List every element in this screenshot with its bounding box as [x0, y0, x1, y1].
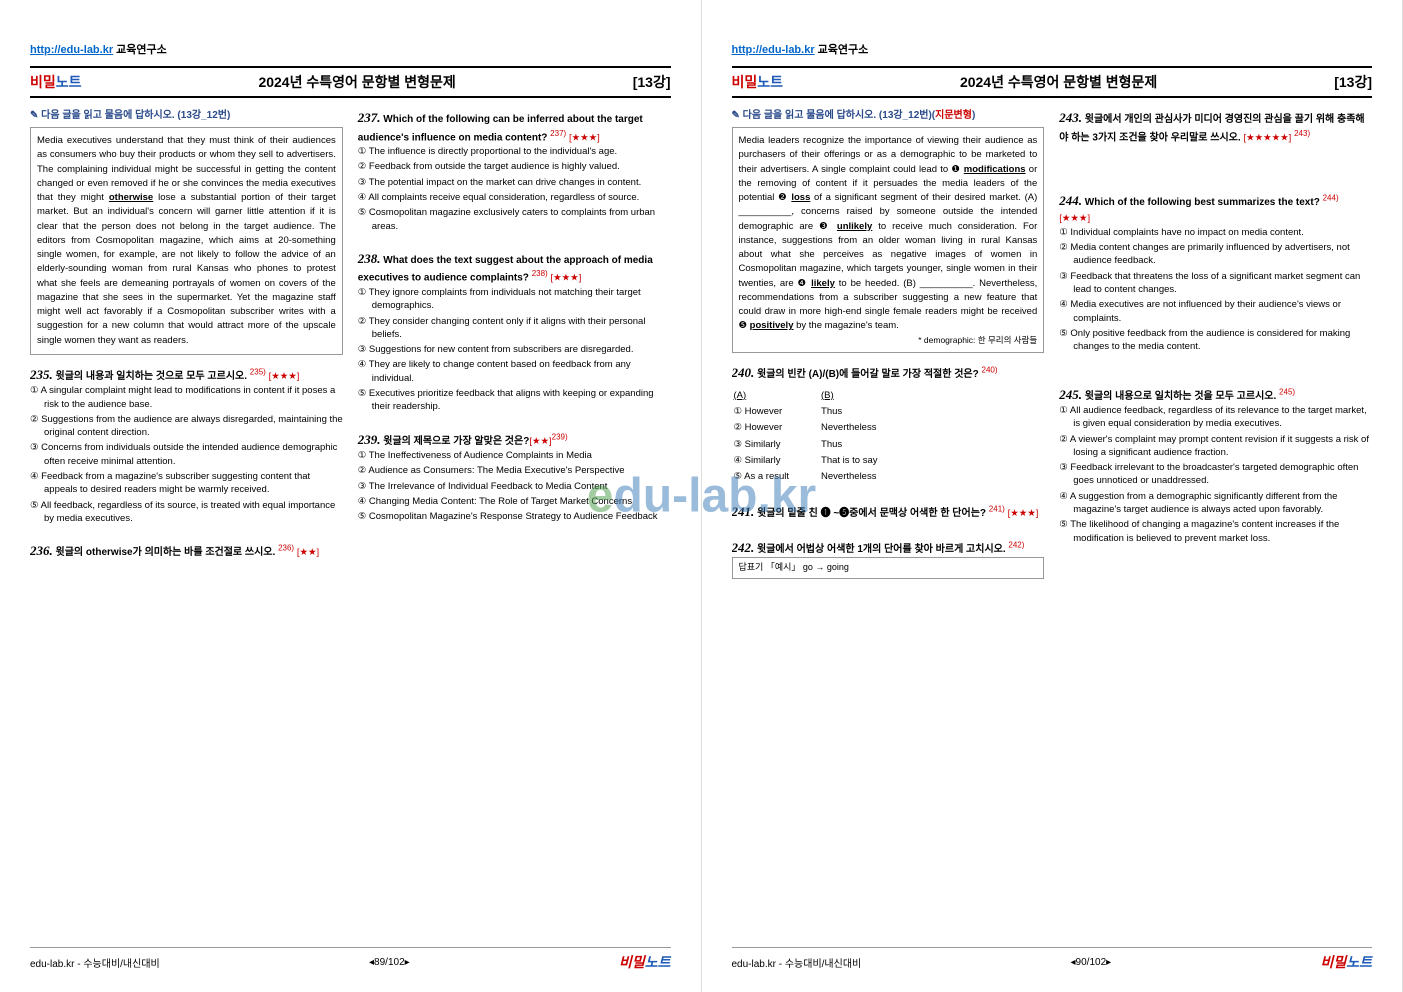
choice: ⑤ Cosmopolitan magazine exclusively cate…	[358, 206, 671, 233]
passage-box: Media executives understand that they mu…	[30, 127, 343, 355]
page-left: http://edu-lab.kr 교육연구소 비밀노트 2024년 수특영어 …	[0, 0, 702, 992]
choice: ④ Feedback from a magazine's subscriber …	[30, 470, 343, 497]
q-num-243: 243.	[1059, 110, 1082, 125]
footer-page-num: ◂89/102▸	[369, 957, 410, 968]
footer-left: edu-lab.kr - 수능대비/내신대비	[732, 955, 862, 970]
choice: ④ A suggestion from a demographic signif…	[1059, 490, 1372, 517]
choice: ⑤ Only positive feedback from the audien…	[1059, 327, 1372, 354]
choice: ① Individual complaints have no impact o…	[1059, 226, 1372, 239]
left-column: ✎ 다음 글을 읽고 물음에 답하시오. (13강_12번) Media exe…	[30, 108, 343, 952]
q-num-241: 241.	[732, 504, 755, 519]
page-footer: edu-lab.kr - 수능대비/내신대비 ◂89/102▸ 비밀노트	[30, 947, 671, 972]
header-url[interactable]: http://edu-lab.kr	[732, 44, 815, 56]
question-237: 237. Which of the following can be infer…	[358, 108, 671, 233]
q-num-236: 236.	[30, 543, 53, 558]
left-column: ✎ 다음 글을 읽고 물음에 답하시오. (13강_12번)(지문변형) Med…	[732, 108, 1045, 952]
question-241: 241. 윗글의 밑줄 친 ❶ ~❺중에서 문맥상 어색한 한 단어는? 241…	[732, 502, 1045, 522]
passage-instruction: ✎ 다음 글을 읽고 물음에 답하시오. (13강_12번)(지문변형)	[732, 108, 1045, 123]
choice: ③ Feedback that threatens the loss of a …	[1059, 270, 1372, 297]
passage-instruction: ✎ 다음 글을 읽고 물음에 답하시오. (13강_12번)	[30, 108, 343, 123]
lecture-tag: [13강]	[633, 72, 671, 92]
choice: ① The Ineffectiveness of Audience Compla…	[358, 449, 671, 462]
passage-footnote: * demographic: 한 무리의 사람들	[739, 334, 1038, 347]
answer-example-box: 답표기 「예시」 go → going	[732, 557, 1045, 579]
choice: ④ All complaints receive equal considera…	[358, 191, 671, 204]
choice: ③ Suggestions for new content from subsc…	[358, 343, 671, 356]
main-title: 2024년 수특영어 문항별 변형문제	[783, 72, 1334, 92]
question-235: 235. 윗글의 내용과 일치하는 것으로 모두 고르시오. 235) [★★★…	[30, 365, 343, 525]
q-num-237: 237.	[358, 110, 381, 125]
question-240: 240. 윗글의 빈칸 (A)/(B)에 들어갈 말로 가장 적절한 것은? 2…	[732, 363, 1045, 486]
choice: ② They consider changing content only if…	[358, 315, 671, 342]
choice: ③ Feedback irrelevant to the broadcaster…	[1059, 461, 1372, 488]
choice: ④ Media executives are not influenced by…	[1059, 298, 1372, 325]
choice: ① All audience feedback, regardless of i…	[1059, 404, 1372, 431]
footer-logo: 비밀노트	[619, 952, 671, 972]
choice: ③ The Irrelevance of Individual Feedback…	[358, 480, 671, 493]
page-right: http://edu-lab.kr 교육연구소 비밀노트 2024년 수특영어 …	[702, 0, 1403, 992]
q-num-238: 238.	[358, 251, 381, 266]
question-238: 238. What does the text suggest about th…	[358, 249, 671, 414]
choice: ④ Changing Media Content: The Role of Ta…	[358, 495, 671, 508]
question-242: 242. 윗글에서 어법상 어색한 1개의 단어를 찾아 바르게 고치시오. 2…	[732, 538, 1045, 579]
logo-secret-note: 비밀노트	[30, 72, 82, 92]
q-num-235: 235.	[30, 367, 53, 382]
question-236: 236. 윗글의 otherwise가 의미하는 바를 조건절로 쓰시오. 23…	[30, 541, 343, 561]
question-244: 244. Which of the following best summari…	[1059, 191, 1372, 353]
choice: ① The influence is directly proportional…	[358, 145, 671, 158]
choice: ① They ignore complaints from individual…	[358, 286, 671, 313]
q-num-242: 242.	[732, 540, 755, 555]
choice: ⑤ Cosmopolitan Magazine's Response Strat…	[358, 510, 671, 523]
blank-table: (A)(B) ① HoweverThus ② HoweverNeverthele…	[732, 387, 910, 487]
header-url[interactable]: http://edu-lab.kr	[30, 44, 113, 56]
choice: ① A singular complaint might lead to mod…	[30, 384, 343, 411]
q-num-239: 239.	[358, 432, 381, 447]
right-column: 237. Which of the following can be infer…	[358, 108, 671, 952]
passage-box: Media leaders recognize the importance o…	[732, 127, 1045, 353]
choice: ② Audience as Consumers: The Media Execu…	[358, 464, 671, 477]
header-lab: 교육연구소	[113, 44, 167, 56]
q-num-245: 245.	[1059, 387, 1082, 402]
choice: ⑤ The likelihood of changing a magazine'…	[1059, 518, 1372, 545]
page-header: http://edu-lab.kr 교육연구소	[732, 40, 1373, 58]
choice: ② Suggestions from the audience are alwa…	[30, 413, 343, 440]
footer-logo: 비밀노트	[1320, 952, 1372, 972]
choice: ② Feedback from outside the target audie…	[358, 160, 671, 173]
question-243: 243. 윗글에서 개인의 관심사가 미디어 경영진의 관심을 끌기 위해 충족…	[1059, 108, 1372, 145]
footer-left: edu-lab.kr - 수능대비/내신대비	[30, 955, 160, 970]
q-num-240: 240.	[732, 365, 755, 380]
page-header: http://edu-lab.kr 교육연구소	[30, 40, 671, 58]
choice: ⑤ All feedback, regardless of its source…	[30, 499, 343, 526]
footer-page-num: ◂90/102▸	[1071, 957, 1112, 968]
question-239: 239. 윗글의 제목으로 가장 알맞은 것은?[★★]239) ① The I…	[358, 430, 671, 524]
question-245: 245. 윗글의 내용으로 일치하는 것을 모두 고르시오. 245) ① Al…	[1059, 385, 1372, 545]
title-bar: 비밀노트 2024년 수특영어 문항별 변형문제 [13강]	[732, 66, 1373, 98]
lecture-tag: [13강]	[1334, 72, 1372, 92]
logo-secret-note: 비밀노트	[732, 72, 784, 92]
choice: ④ They are likely to change content base…	[358, 358, 671, 385]
right-column: 243. 윗글에서 개인의 관심사가 미디어 경영진의 관심을 끌기 위해 충족…	[1059, 108, 1372, 952]
q-num-244: 244.	[1059, 193, 1082, 208]
choice: ③ Concerns from individuals outside the …	[30, 441, 343, 468]
choice: ③ The potential impact on the market can…	[358, 176, 671, 189]
header-lab: 교육연구소	[815, 44, 869, 56]
choice: ⑤ Executives prioritize feedback that al…	[358, 387, 671, 414]
choice: ② Media content changes are primarily in…	[1059, 241, 1372, 268]
page-footer: edu-lab.kr - 수능대비/내신대비 ◂90/102▸ 비밀노트	[732, 947, 1373, 972]
title-bar: 비밀노트 2024년 수특영어 문항별 변형문제 [13강]	[30, 66, 671, 98]
main-title: 2024년 수특영어 문항별 변형문제	[82, 72, 633, 92]
choice: ② A viewer's complaint may prompt conten…	[1059, 433, 1372, 460]
